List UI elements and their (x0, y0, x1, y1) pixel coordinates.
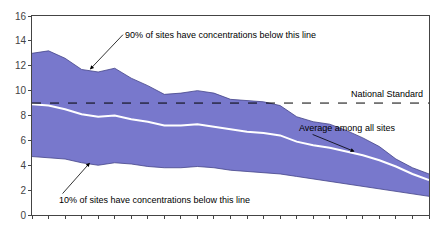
svg-text:8: 8 (20, 110, 26, 121)
svg-text:National Standard: National Standard (351, 89, 423, 99)
svg-text:16: 16 (15, 11, 27, 22)
svg-text:4: 4 (20, 160, 26, 171)
svg-text:14: 14 (15, 35, 27, 46)
svg-text:2: 2 (20, 185, 26, 196)
svg-text:90% of sites have concentratio: 90% of sites have concentrations below t… (125, 30, 316, 40)
svg-text:12: 12 (15, 60, 27, 71)
svg-text:6: 6 (20, 135, 26, 146)
svg-text:10% of sites have concentratio: 10% of sites have concentrations below t… (59, 195, 250, 205)
svg-text:10: 10 (15, 85, 27, 96)
svg-text:0: 0 (20, 210, 26, 221)
svg-text:Average among all sites: Average among all sites (299, 123, 395, 133)
